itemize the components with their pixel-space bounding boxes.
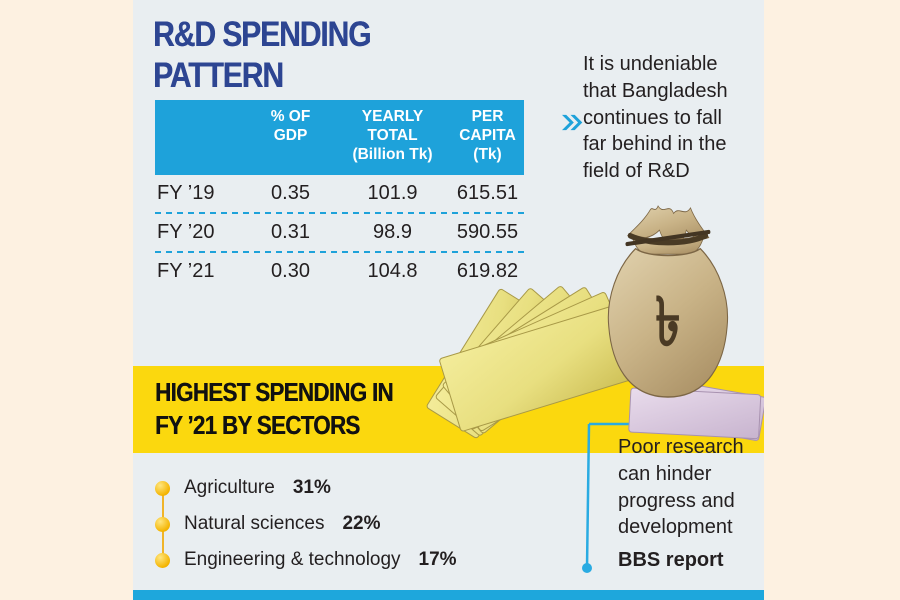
svg-text:৳: ৳	[655, 284, 680, 359]
